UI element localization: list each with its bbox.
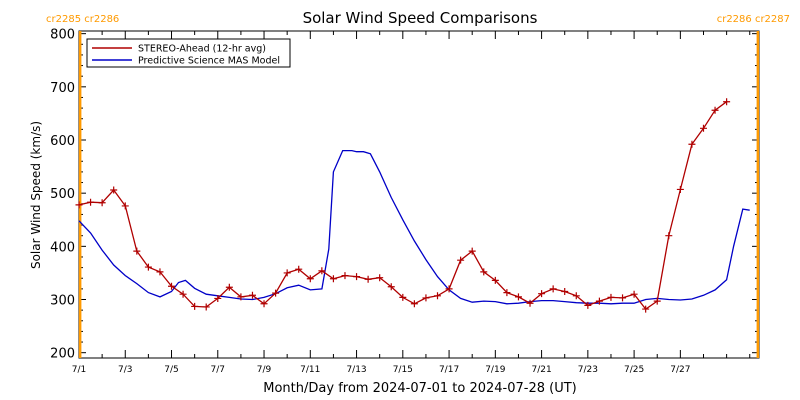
x-tick-label: 7/11: [300, 365, 320, 375]
legend-box: [86, 38, 291, 68]
cr-label-left: cr2285 cr2286: [46, 14, 119, 25]
data-point-marker: [595, 297, 603, 305]
data-point-marker: [121, 202, 129, 210]
data-point-marker: [306, 275, 314, 283]
data-point-marker: [665, 232, 673, 240]
data-point-marker: [676, 185, 684, 193]
data-point-marker: [619, 294, 627, 302]
y-tick-label: 600: [50, 134, 75, 149]
data-point-marker: [561, 288, 569, 296]
chart-title: Solar Wind Speed Comparisons: [303, 9, 538, 27]
data-point-marker: [514, 293, 522, 301]
data-point-marker: [480, 268, 488, 276]
data-point-marker: [399, 293, 407, 301]
y-tick-label: 300: [50, 294, 75, 309]
x-tick-label: 7/25: [624, 365, 644, 375]
x-tick-label: 7/15: [393, 365, 413, 375]
data-point-marker: [607, 293, 615, 301]
data-point-marker: [711, 106, 719, 114]
x-tick-label: 7/19: [485, 365, 505, 375]
x-tick-label: 7/13: [346, 365, 366, 375]
y-tick-label: 200: [50, 347, 75, 362]
x-tick-label: 7/1: [72, 365, 86, 375]
data-point-marker: [468, 247, 476, 255]
data-point-marker: [179, 290, 187, 298]
data-point-marker: [503, 289, 511, 297]
data-point-marker: [110, 186, 118, 194]
y-tick-label: 700: [50, 81, 75, 96]
legend-label-1: Predictive Science MAS Model: [138, 56, 280, 67]
data-point-marker: [283, 269, 291, 277]
axis-ticks: 200 300 400 500 600 700 800 7/1 7/3 7/5 7/7 7/9 7/11…: [50, 28, 759, 375]
data-point-marker: [214, 294, 222, 302]
data-point-marker: [723, 98, 731, 106]
data-point-marker: [318, 267, 326, 275]
data-point-marker: [156, 268, 164, 276]
data-point-marker: [272, 289, 280, 297]
data-point-marker: [526, 299, 534, 307]
data-point-marker: [329, 275, 337, 283]
data-point-marker: [549, 285, 557, 293]
y-tick-label: 500: [50, 187, 75, 202]
x-tick-label: 7/7: [211, 365, 225, 375]
data-point-marker: [538, 290, 546, 298]
data-point-marker: [248, 291, 256, 299]
data-point-marker: [699, 124, 707, 132]
data-point-marker: [387, 283, 395, 291]
series-line-0: [78, 101, 727, 310]
data-point-marker: [457, 256, 465, 264]
x-tick-label: 7/23: [578, 365, 598, 375]
data-point-marker: [642, 305, 650, 313]
plot-frame: [78, 30, 760, 359]
data-point-marker: [434, 292, 442, 300]
data-point-marker: [87, 198, 95, 206]
legend-label-0: STEREO-Ahead (12-hr avg): [138, 44, 266, 55]
data-point-marker: [422, 294, 430, 302]
data-point-marker: [653, 297, 661, 305]
x-tick-label: 7/17: [439, 365, 459, 375]
data-point-marker: [376, 274, 384, 282]
data-point-marker: [364, 275, 372, 283]
x-tick-label: 7/21: [531, 365, 551, 375]
data-point-marker: [168, 282, 176, 290]
cr-label-right: cr2286 cr2287: [717, 14, 790, 25]
x-axis-label: Month/Day from 2024-07-01 to 2024-07-28 …: [263, 381, 576, 396]
data-point-marker: [237, 293, 245, 301]
data-point-marker: [225, 283, 233, 291]
data-point-marker: [572, 292, 580, 300]
data-point-marker: [202, 303, 210, 311]
x-tick-label: 7/27: [670, 365, 690, 375]
x-tick-label: 7/5: [164, 365, 178, 375]
data-point-marker: [75, 201, 83, 209]
y-axis-label: Solar Wind Speed (km/s): [29, 121, 43, 269]
data-point-marker: [353, 273, 361, 281]
x-tick-label: 7/3: [118, 365, 132, 375]
data-point-marker: [260, 300, 268, 308]
data-point-marker: [688, 140, 696, 148]
data-point-marker: [630, 290, 638, 298]
legend: STEREO-Ahead (12-hr avg)Predictive Scien…: [86, 38, 291, 68]
data-point-marker: [491, 276, 499, 284]
data-point-marker: [144, 263, 152, 271]
y-tick-label: 400: [50, 240, 75, 255]
data-point-marker: [98, 199, 106, 207]
data-point-marker: [191, 302, 199, 310]
data-point-marker: [133, 247, 141, 255]
data-point-marker: [584, 301, 592, 309]
y-tick-label: 800: [50, 28, 75, 43]
data-point-marker: [445, 285, 453, 293]
x-tick-label: 7/9: [257, 365, 272, 375]
data-point-marker: [295, 265, 303, 273]
plot-layer: [75, 31, 760, 358]
data-point-marker: [341, 272, 349, 280]
series-line-1: [78, 149, 750, 305]
data-point-marker: [410, 300, 418, 308]
